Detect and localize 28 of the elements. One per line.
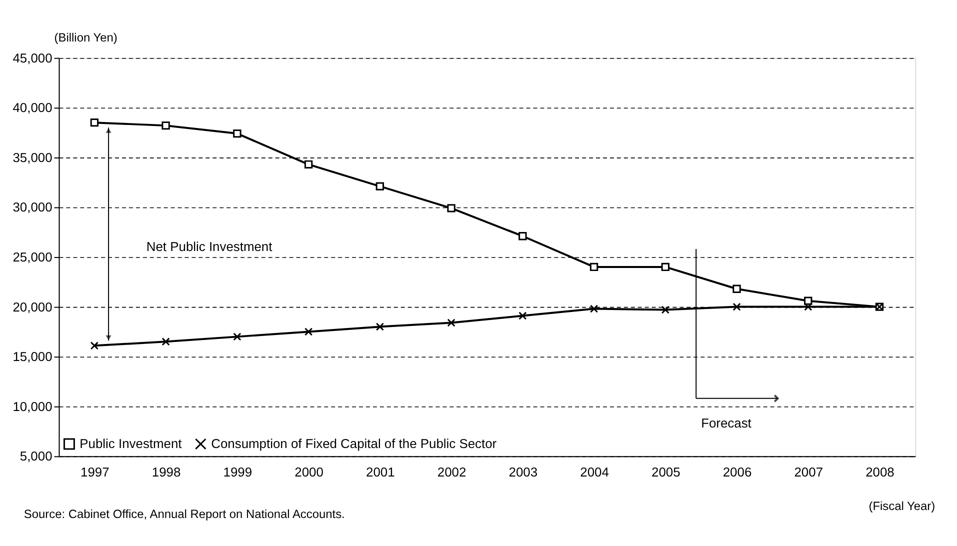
x-tick-label: 2008 — [866, 464, 894, 480]
x-tick-label: 2000 — [294, 464, 324, 480]
legend-label: Public Investment — [80, 436, 182, 451]
x-tick-label: 2005 — [651, 464, 680, 480]
annotation: Net Public Investment — [146, 239, 273, 254]
y-tick-label: 45,000 — [12, 50, 52, 66]
y-tick-label: 25,000 — [12, 249, 52, 264]
x-tick-label: 2006 — [722, 464, 752, 480]
x-tick-label: 1998 — [152, 464, 181, 480]
x-axis-title: (Fiscal Year) — [868, 498, 936, 513]
y-tick-label: 35,000 — [12, 150, 52, 165]
annotation: Forecast — [701, 415, 752, 430]
source-note: Source: Cabinet Office, Annual Report on National Accounts. — [24, 506, 345, 521]
legend-label: Consumption of Fixed Capital of the Public Sector — [211, 436, 498, 451]
x-tick-label: 2004 — [580, 464, 609, 480]
x-tick-label: 1997 — [80, 464, 110, 480]
y-tick-label: 20,000 — [12, 299, 52, 314]
y-axis-title: (Billion Yen) — [54, 30, 118, 44]
y-tick-label: 15,000 — [12, 349, 52, 364]
x-tick-label: 2001 — [366, 464, 395, 480]
y-tick-label: 40,000 — [12, 100, 52, 116]
y-tick-label: 5,000 — [20, 448, 52, 464]
x-tick-label: 2007 — [794, 464, 824, 480]
y-tick-label: 30,000 — [12, 200, 52, 215]
y-tick-label: 10,000 — [12, 398, 52, 414]
x-tick-label: 2003 — [508, 464, 538, 480]
x-tick-label: 2002 — [437, 464, 466, 480]
x-tick-label: 1999 — [223, 464, 252, 480]
